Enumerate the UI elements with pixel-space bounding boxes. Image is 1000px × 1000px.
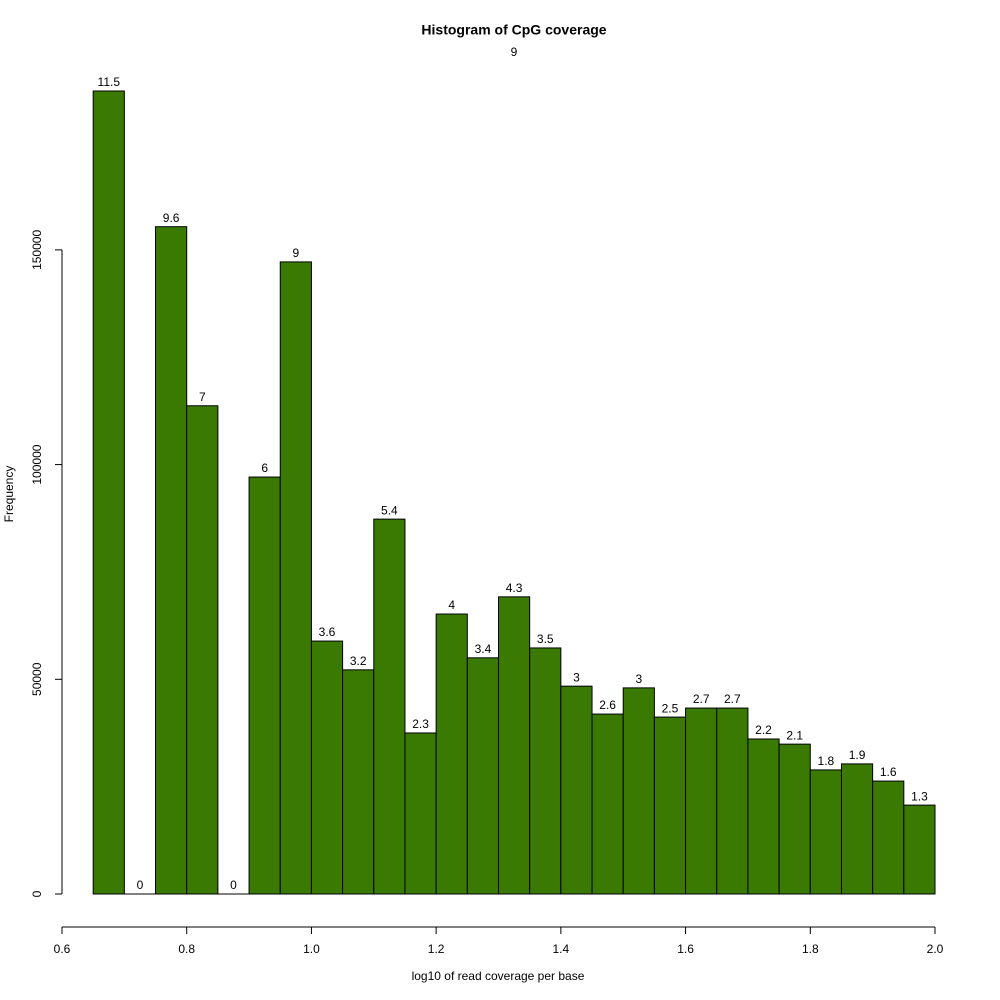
bar: [310, 640, 344, 895]
bar-label: 3: [573, 670, 580, 684]
bar: [155, 226, 188, 895]
bar-label: 2.3: [412, 717, 429, 731]
bar: [872, 780, 905, 895]
y-axis-label: Frequency: [2, 466, 16, 523]
x-tick-label: 1.4: [553, 942, 570, 956]
x-tick-label: 1.8: [802, 942, 819, 956]
bar: [747, 738, 780, 895]
x-tick-label: 1.6: [677, 942, 694, 956]
bar-label: 0: [230, 878, 237, 892]
bar: [716, 707, 749, 895]
bar-label: 2.5: [662, 701, 679, 715]
bar: [498, 596, 531, 895]
bar-label: 2.7: [724, 692, 741, 706]
bar-label: 0: [137, 878, 144, 892]
bar-label: 3.2: [350, 654, 367, 668]
x-axis-label: log10 of read coverage per base: [412, 969, 585, 983]
bar-label: 2.2: [755, 723, 772, 737]
bar-label: 3: [635, 672, 642, 686]
bar-label: 4: [448, 598, 455, 612]
bar-label: 2.7: [693, 692, 710, 706]
bar: [840, 763, 874, 895]
bar: [279, 261, 312, 895]
bar: [529, 647, 562, 895]
bar-label: 6: [261, 461, 268, 475]
y-tick-label: 100000: [30, 444, 44, 484]
bar-label: 3.5: [537, 632, 554, 646]
x-tick-label: 1.0: [303, 942, 320, 956]
bar-label: 7: [199, 390, 206, 404]
bar-label: 1.3: [911, 789, 928, 803]
bar-label: 2.6: [599, 698, 616, 712]
bar: [435, 613, 468, 895]
bar-label: 3.4: [475, 642, 492, 656]
y-tick-label: 150000: [30, 230, 44, 270]
x-tick-label: 2.0: [927, 942, 944, 956]
bar: [342, 669, 375, 895]
bar: [809, 769, 842, 895]
bar: [653, 716, 687, 895]
bar: [466, 657, 500, 895]
y-tick-label: 50000: [30, 662, 44, 696]
bar: [404, 732, 437, 895]
bar: [778, 743, 811, 895]
chart-subtitle: 9: [511, 45, 518, 59]
bar: [560, 685, 593, 895]
bar-label: 4.3: [506, 581, 523, 595]
x-tick-label: 1.2: [428, 942, 445, 956]
bar: [622, 687, 655, 895]
bar-label: 1.6: [880, 765, 897, 779]
bar: [903, 804, 936, 895]
bar-label: 2.1: [786, 728, 803, 742]
bar: [186, 405, 219, 895]
bar: [373, 518, 406, 895]
bar-label: 1.8: [818, 754, 835, 768]
bar: [92, 90, 125, 895]
bar-label: 3.6: [319, 625, 336, 639]
x-tick-label: 0.8: [178, 942, 195, 956]
y-tick-label: 0: [30, 890, 44, 897]
bar: [685, 707, 718, 895]
bar-label: 11.5: [98, 75, 121, 89]
bar-label: 5.4: [381, 503, 398, 517]
bar: [591, 713, 624, 895]
chart-title: Histogram of CpG coverage: [421, 22, 606, 38]
bar-label: 1.9: [849, 748, 866, 762]
bar-label: 9.6: [163, 211, 180, 225]
x-tick-label: 0.6: [54, 942, 71, 956]
bar-label: 9: [292, 246, 299, 260]
bar: [248, 476, 281, 895]
